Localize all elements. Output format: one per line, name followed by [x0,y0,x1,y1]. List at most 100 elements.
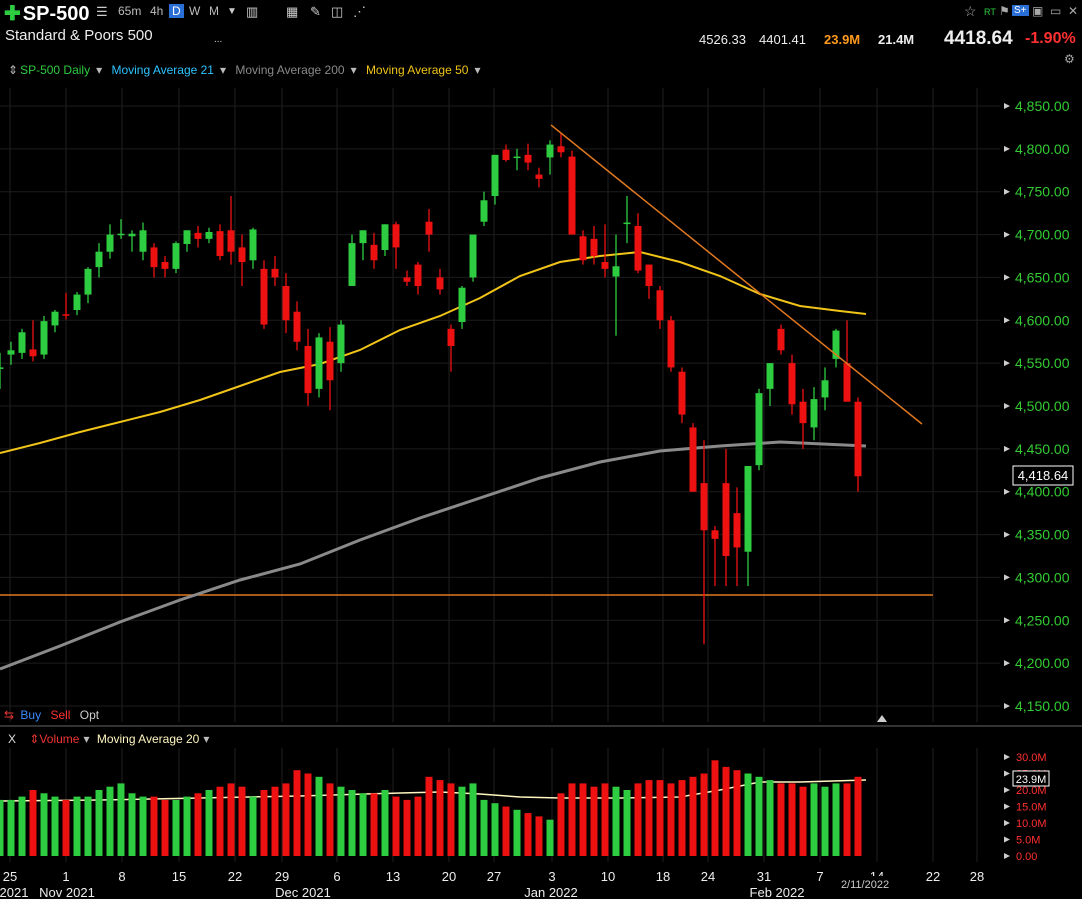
candle-body [205,232,213,239]
volume-bar [854,776,862,856]
volume-bar [0,799,4,856]
close-icon[interactable]: ✕ [1068,4,1079,18]
buy-button[interactable]: Buy [20,708,42,722]
volume-bar [766,780,774,856]
calculator-icon[interactable]: ▦ [286,4,299,19]
candle-body [172,243,180,269]
volume-bar [425,776,433,856]
volume-bar [458,786,466,856]
volume-bar [128,793,136,856]
legend-ma200[interactable]: Moving Average 200 [235,63,345,77]
volume-bar [161,799,169,856]
volume-sort-icon[interactable]: ⇕ [29,732,40,746]
volume-tick-marker [1004,803,1010,810]
volume-bar [788,783,796,856]
low-value: 4401.41 [759,32,806,47]
candle-body [766,363,774,389]
volume-tick-label: 15.0M [1016,802,1047,814]
y-tick-label: 4,750.00 [1015,184,1070,200]
s-plus-icon[interactable]: S+ [1012,5,1029,16]
candle-body [744,466,752,552]
volume-dropdown-icon[interactable]: ▾ [83,732,90,746]
sell-button[interactable]: Sell [50,708,71,722]
volume-tick-label: 30.0M [1016,752,1047,764]
candle-body [667,320,675,368]
volume-bar [271,786,279,856]
legend-sort-icon[interactable]: ⇕ [8,63,19,77]
candle-body [392,224,400,248]
share-icon[interactable]: ⋰ [353,4,366,19]
percent-change: -1.90% [1025,30,1076,47]
add-icon[interactable]: ✚ [4,3,21,25]
volume-close-button[interactable]: X [8,732,17,746]
volume-bar [183,796,191,856]
layers-icon[interactable]: ◫ [331,4,344,19]
legend-ma50-dropdown-icon[interactable]: ▾ [474,63,481,77]
scroll-up-icon[interactable] [877,715,887,722]
volume-bar [524,813,532,856]
candle-body [810,399,818,428]
volume-bar [337,786,345,856]
legend-ma50[interactable]: Moving Average 50 [365,63,469,77]
volume-bar [590,786,598,856]
favorite-star-icon[interactable]: ☆ [964,3,977,19]
window-icon[interactable]: ▭ [1050,4,1062,18]
volume-ma-dropdown-icon[interactable]: ▾ [203,732,210,746]
order-icon[interactable]: ⇆ [4,708,15,722]
volume-bar [832,783,840,856]
candle-body [436,277,444,290]
candle-body [29,349,37,357]
candle-body [656,290,664,321]
timeframe-w[interactable]: W [189,4,201,18]
volume-bar [733,770,741,856]
volume-bar [139,796,147,856]
legend-daily-dropdown-icon[interactable]: ▾ [96,63,103,77]
list-icon[interactable]: ☰ [96,4,108,19]
candle-body [634,226,642,271]
candle-body [733,513,741,548]
save-icon[interactable]: ▣ [1032,4,1044,18]
timeframe-m[interactable]: M [209,4,219,18]
y-tick-marker [1004,103,1010,109]
y-tick-label: 4,450.00 [1015,441,1070,457]
legend-daily[interactable]: SP-500 Daily [20,63,91,77]
volume-bar [249,796,257,856]
volume-legend-label[interactable]: Volume [39,732,80,746]
timeframe-dropdown-icon[interactable]: ▼ [227,6,237,17]
candle-body [854,401,862,477]
volume-bars [0,760,862,856]
x-tick-label: 3 [548,869,555,884]
y-tick-marker [1004,145,1010,152]
legend-ma21-dropdown-icon[interactable]: ▾ [219,63,227,77]
x-tick-label: 22 [228,869,242,884]
candle-body [315,337,323,389]
y-tick-label: 4,500.00 [1015,398,1070,414]
volume-bar [106,786,114,856]
draw-icon[interactable]: ✎ [310,4,321,19]
volume-ma-label[interactable]: Moving Average 20 [96,732,200,746]
y-tick-label: 4,600.00 [1015,312,1070,328]
candlesticks [0,133,862,645]
timeframe-d[interactable]: D [169,4,184,18]
flag-icon[interactable]: ⚑ [999,4,1010,18]
volume-bar [84,796,92,856]
settings-icon[interactable]: ⚙ [1064,52,1075,66]
y-tick-label: 4,300.00 [1015,569,1070,585]
volume-bar [755,776,763,856]
symbol-title[interactable]: ✚ SP-500 [4,1,89,26]
y-tick-marker [1004,445,1010,452]
name-ellipsis: ... [214,34,223,45]
timeframe-4h[interactable]: 4h [150,4,164,18]
candle-body [546,144,554,158]
legend-ma21[interactable]: Moving Average 21 [111,63,214,77]
timeframe-65m[interactable]: 65m [118,4,142,18]
chart-type-icon[interactable]: ▥ [246,4,259,19]
volume-bar [392,796,400,856]
volume-bar [117,783,125,856]
trend-line[interactable] [550,124,923,425]
x-tick-label: 29 [275,869,289,884]
opt-button[interactable]: Opt [79,708,100,722]
candle-body [491,154,499,196]
legend-ma200-dropdown-icon[interactable]: ▾ [350,63,357,77]
